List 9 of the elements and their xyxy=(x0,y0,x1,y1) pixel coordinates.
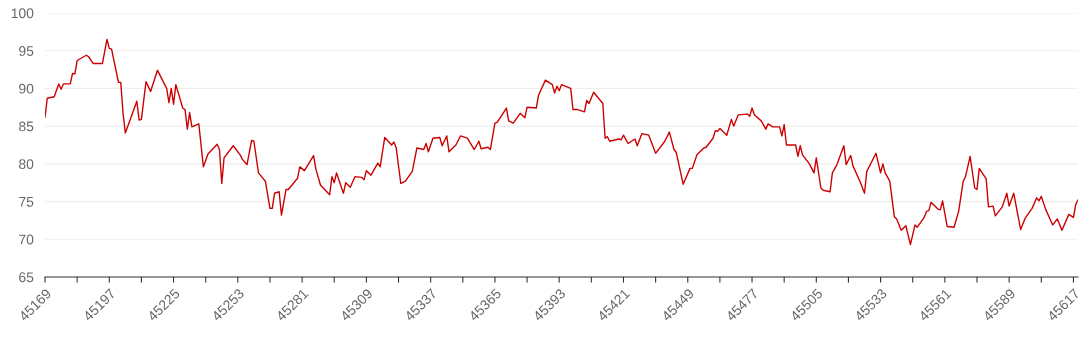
y-tick-label: 90 xyxy=(19,83,34,94)
y-tick-label: 65 xyxy=(19,272,34,283)
line-series xyxy=(45,38,1078,246)
y-tick-label: 95 xyxy=(19,46,34,56)
y-tick-label: 80 xyxy=(19,159,34,170)
y-tick-label: 85 xyxy=(19,121,34,132)
y-tick-label: 100 xyxy=(11,8,34,19)
y-tick-label: 75 xyxy=(19,197,34,207)
y-tick-label: 70 xyxy=(19,234,34,245)
